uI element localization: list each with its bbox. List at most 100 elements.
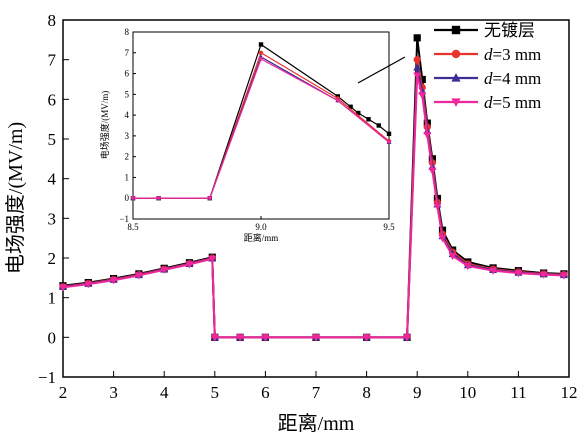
legend-marker — [451, 98, 461, 107]
inset-y-tick-label: 4 — [125, 110, 130, 120]
inset-data-point — [348, 104, 353, 109]
data-point — [463, 262, 472, 271]
y-tick-label: 2 — [48, 249, 57, 268]
inset-y-tick-label: 5 — [125, 89, 130, 99]
data-point — [261, 334, 270, 342]
legend-label: d=3 mm — [484, 45, 541, 64]
legend-entry-4: d=5 mm — [434, 93, 541, 112]
x-tick-label: 8 — [362, 383, 371, 402]
inset-y-tick-label: 6 — [125, 69, 130, 79]
legend-marker — [451, 25, 461, 35]
y-tick-label: 4 — [48, 170, 57, 189]
inset-series-line — [133, 58, 390, 199]
inset-background — [133, 32, 389, 219]
x-tick-label: 7 — [312, 383, 321, 402]
x-tick-label: 10 — [459, 383, 476, 402]
inset-y-tick-label: −1 — [119, 214, 129, 224]
inset-data-point — [130, 196, 136, 201]
data-point — [413, 56, 421, 64]
data-point — [185, 261, 194, 269]
inset-y-axis-label: 电场强度/(MV/m) — [99, 91, 110, 160]
y-tick-label: 8 — [48, 11, 57, 30]
data-point — [403, 334, 412, 342]
inset-data-point — [258, 42, 264, 47]
x-tick-label: 4 — [160, 383, 169, 402]
x-tick-label: 11 — [510, 383, 526, 402]
data-point — [514, 270, 523, 278]
data-point — [418, 75, 426, 84]
data-point — [84, 281, 93, 289]
main-series-group — [59, 34, 568, 342]
y-tick-label: 7 — [48, 51, 57, 70]
data-point — [236, 334, 245, 342]
inset-series-group — [130, 42, 392, 201]
data-point — [210, 334, 219, 342]
legend-label: d=5 mm — [484, 93, 541, 112]
x-tick-label: 3 — [109, 383, 118, 402]
data-point — [438, 235, 447, 243]
y-axis-label: 电场强度/(MV/m) — [4, 122, 27, 274]
data-point — [362, 334, 371, 342]
inset-data-point — [207, 196, 213, 201]
inset-data-point — [356, 110, 361, 116]
data-point — [160, 266, 169, 275]
y-tick-label: 6 — [48, 90, 57, 109]
legend: 无镀层 d=3 mm d=4 mm d=5 mm — [434, 21, 541, 112]
x-tick-label: 9 — [413, 383, 422, 402]
inset-data-point — [258, 50, 264, 55]
data-point — [428, 167, 437, 175]
x-axis-label: 距离/mm — [278, 412, 355, 435]
data-point — [413, 63, 422, 71]
inset-y-tick-label: 7 — [125, 48, 130, 58]
inset-data-point — [156, 196, 162, 201]
inset-x-tick-label: 8.5 — [127, 222, 139, 232]
inset-data-point — [366, 117, 371, 122]
inset-y-tick-label: 2 — [125, 152, 130, 162]
inset-x-tick-label: 9.0 — [255, 222, 267, 232]
inset-x-axis-label: 距离/mm — [244, 232, 279, 243]
inset-series-4 — [130, 57, 392, 201]
legend-label: d=4 mm — [484, 69, 541, 88]
data-point — [312, 334, 320, 342]
data-point — [423, 131, 432, 140]
data-point — [489, 267, 498, 275]
inset-y-tick-label: 8 — [125, 27, 130, 37]
data-point — [413, 34, 421, 42]
x-tick-label: 6 — [261, 383, 270, 402]
legend-marker — [451, 73, 461, 82]
inset-data-point — [258, 57, 264, 62]
data-point — [433, 203, 442, 211]
data-point — [413, 72, 422, 80]
y-tick-label: 5 — [48, 130, 57, 149]
inset-connector-line — [357, 56, 406, 84]
inset-x-tick-label: 9.5 — [383, 222, 395, 232]
data-point — [418, 92, 427, 100]
inset-y-tick-label: 1 — [125, 172, 130, 182]
legend-marker — [451, 49, 461, 59]
x-tick-label: 12 — [561, 383, 578, 402]
inset-y-tick-label: 0 — [125, 193, 130, 203]
y-tick-label: 1 — [48, 289, 57, 308]
inset-data-point — [386, 140, 392, 145]
series-4 — [59, 72, 568, 342]
inset-data-point — [376, 123, 381, 128]
data-point — [109, 277, 118, 285]
data-point — [208, 255, 217, 263]
y-tick-label: 3 — [48, 209, 57, 228]
y-tick-label: −1 — [38, 368, 56, 387]
data-point — [448, 252, 457, 261]
data-point — [134, 272, 143, 280]
legend-entry-1: 无镀层 — [434, 21, 535, 40]
legend-entry-2: d=3 mm — [434, 45, 541, 64]
inset-data-point — [386, 131, 392, 137]
legend-label: 无镀层 — [484, 21, 535, 40]
inset-data-point — [335, 98, 341, 104]
x-tick-label: 5 — [211, 383, 220, 402]
legend-entry-3: d=4 mm — [434, 69, 541, 88]
data-point — [539, 271, 548, 279]
inset-y-tick-label: 3 — [125, 131, 130, 141]
data-point — [559, 272, 568, 280]
data-point — [59, 284, 67, 292]
